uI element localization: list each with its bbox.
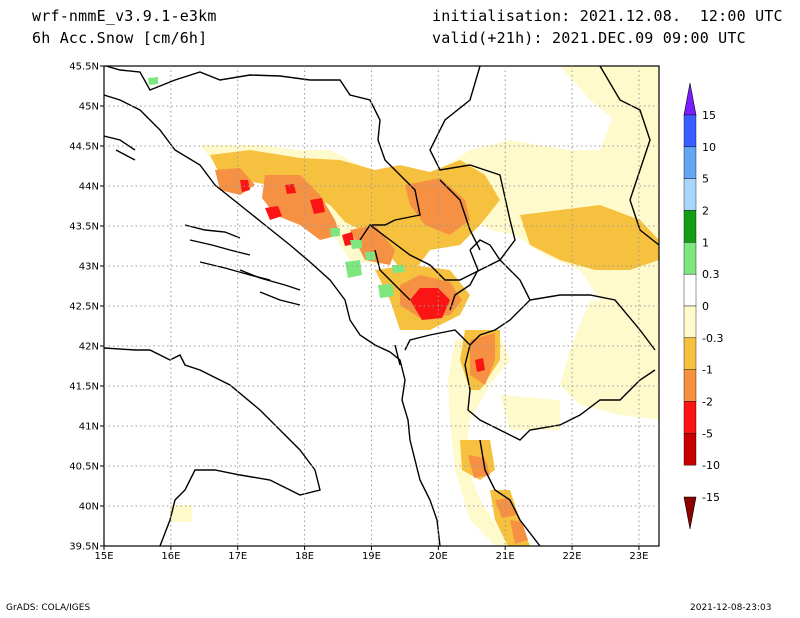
colorbar-label: -2	[702, 396, 713, 409]
y-tick-label: 42.5N	[69, 302, 99, 313]
colorbar-label: -10	[702, 459, 720, 472]
colorbar-swatch	[683, 178, 697, 211]
init-time: initialisation: 2021.12.08. 12:00 UTC	[432, 7, 783, 25]
colorbar-label: 0.3	[702, 268, 720, 281]
colorbar: 15 10 5 2 1 0.3 0 -0.3 -1 -2 -5 -10 -15	[683, 82, 723, 530]
colorbar-swatch	[683, 146, 697, 179]
variable-name: 6h Acc.Snow [cm/6h]	[32, 29, 208, 47]
y-axis: 45.5N 45N 44.5N 44N 43.5N 43N 42.5N 42N 41.5N 41N…	[69, 62, 104, 553]
colorbar-label: 15	[702, 109, 716, 122]
colorbar-label: 1	[702, 236, 709, 249]
y-tick-label: 42N	[79, 342, 99, 353]
plot-frame	[103, 65, 660, 547]
y-tick-label: 44N	[79, 182, 99, 193]
model-name: wrf-nmmE_v3.9.1-e3km	[32, 7, 217, 25]
y-tick-label: 45N	[79, 102, 99, 113]
colorbar-label: 10	[702, 141, 716, 154]
x-tick-label: 17E	[228, 551, 247, 562]
colorbar-swatch	[683, 273, 697, 307]
colorbar-label: -15	[702, 491, 720, 504]
colorbar-bottom-arrow	[683, 496, 697, 530]
y-tick-label: 40N	[79, 502, 99, 513]
x-tick-label: 20E	[429, 551, 448, 562]
y-tick-label: 43.5N	[69, 222, 99, 233]
colorbar-swatch	[683, 369, 697, 402]
y-tick-label: 39.5N	[69, 542, 99, 553]
valid-time: valid(+21h): 2021.DEC.09 09:00 UTC	[432, 29, 746, 47]
colorbar-label: 0	[702, 300, 709, 313]
colorbar-swatch	[683, 401, 697, 434]
x-tick-label: 15E	[94, 551, 113, 562]
x-axis: 15E 16E 17E 18E 19E 20E 21E 22E 23E	[94, 546, 648, 562]
colorbar-label: -0.3	[702, 332, 723, 345]
colorbar-label: 5	[702, 173, 709, 186]
colorbar-swatch	[683, 305, 697, 339]
x-tick-label: 23E	[629, 551, 648, 562]
colorbar-swatch	[683, 210, 697, 243]
colorbar-label: 2	[702, 205, 709, 218]
snow-field	[148, 66, 659, 546]
y-tick-label: 41N	[79, 422, 99, 433]
y-tick-label: 43N	[79, 262, 99, 273]
colorbar-swatch	[683, 337, 697, 370]
y-tick-label: 44.5N	[69, 142, 99, 153]
colorbar-label: -5	[702, 427, 713, 440]
colorbar-swatch	[683, 114, 697, 148]
colorbar-label: -1	[702, 364, 713, 377]
coastlines-borders	[104, 66, 659, 546]
colorbar-top-arrow	[683, 82, 697, 116]
y-tick-label: 41.5N	[69, 382, 99, 393]
x-tick-label: 19E	[362, 551, 381, 562]
x-tick-label: 18E	[295, 551, 314, 562]
x-tick-label: 22E	[563, 551, 582, 562]
colorbar-swatch	[683, 433, 697, 466]
y-tick-label: 40.5N	[69, 462, 99, 473]
snow-very-heavy-areas	[240, 180, 485, 372]
y-tick-label: 45.5N	[69, 62, 99, 73]
x-tick-label: 16E	[161, 551, 180, 562]
footer-credit: GrADS: COLA/IGES	[6, 603, 91, 613]
x-tick-label: 21E	[496, 551, 515, 562]
colorbar-swatch	[683, 242, 697, 275]
snow-positive-areas	[148, 77, 405, 298]
gridlines	[104, 66, 659, 546]
footer-timestamp: 2021-12-08-23:03	[690, 603, 772, 613]
